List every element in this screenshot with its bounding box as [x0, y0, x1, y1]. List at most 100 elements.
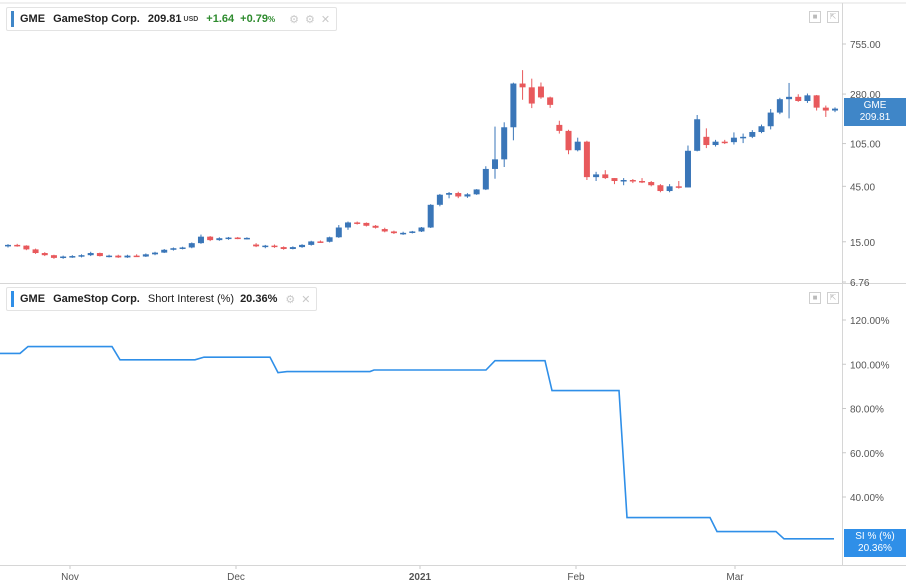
candle-body: [464, 194, 471, 197]
candle-body: [280, 247, 287, 249]
candle-body: [703, 136, 710, 146]
close-icon[interactable]: ✕: [301, 293, 311, 306]
price-legend: GME GameStop Corp. 209.81 USD +1.64 +0.7…: [6, 7, 338, 31]
candle-body: [804, 95, 811, 102]
legend-change-pct-sign: %: [267, 15, 276, 24]
candle-body: [593, 174, 600, 178]
candle-body: [418, 227, 425, 232]
candle-body: [684, 150, 691, 188]
close-icon[interactable]: ✕: [320, 13, 331, 26]
candle-body: [767, 112, 774, 127]
candle-body: [5, 244, 11, 247]
candle-body: [60, 256, 67, 259]
candle-body: [730, 137, 737, 143]
bell-icon[interactable]: ⚙: [289, 13, 299, 26]
candle-body: [574, 141, 581, 151]
candle-body: [501, 127, 508, 160]
candle-body: [179, 247, 186, 249]
x-tick-label: Dec: [227, 572, 245, 583]
candle-body: [832, 108, 838, 111]
candle-body: [712, 141, 719, 146]
expand-icon[interactable]: ⇱: [827, 292, 839, 304]
price-badge-value: 209.81: [859, 111, 891, 123]
collapse-icon[interactable]: ■: [809, 292, 821, 304]
candle-body: [243, 237, 250, 240]
candle-body: [583, 141, 590, 178]
legend-company-name: GameStop Corp.: [53, 13, 140, 25]
legend-change-pct-value: +0.79: [240, 13, 268, 25]
candle-body: [436, 194, 443, 205]
candle-body: [409, 231, 416, 233]
candle-body: [262, 245, 269, 248]
si-tick-label: 120.00%: [850, 316, 890, 327]
legend-company-name: GameStop Corp.: [53, 293, 140, 305]
candle-body: [528, 87, 535, 104]
candle-body: [152, 252, 159, 255]
expand-icon[interactable]: ⇱: [827, 11, 839, 23]
candle-body: [363, 222, 370, 226]
legend-indicator-name: Short Interest (%): [147, 293, 235, 305]
candle-body: [694, 119, 701, 151]
candle-body: [78, 255, 85, 257]
settings-icon[interactable]: ⚙: [285, 293, 296, 306]
settings-icon[interactable]: ⚙: [304, 13, 315, 26]
candle-body: [455, 193, 462, 197]
si-tick-label: 40.00%: [850, 493, 884, 504]
collapse-icon[interactable]: ■: [809, 11, 821, 23]
candle-body: [537, 86, 544, 98]
candle-body: [547, 97, 554, 105]
candle-body: [721, 141, 728, 144]
candle-body: [639, 181, 646, 183]
x-tick-label: Mar: [726, 572, 744, 583]
legend-symbol: GME: [20, 293, 46, 305]
legend-currency: USD: [183, 15, 199, 23]
legend-change-pct: +0.79%: [240, 13, 275, 25]
price-panel-controls: ■ ⇱: [809, 11, 839, 23]
candle-body: [740, 136, 747, 139]
candle-body: [335, 227, 342, 238]
legend-change: +1.64: [206, 13, 235, 25]
short-interest-legend: GME GameStop Corp. Short Interest (%) 20…: [6, 287, 318, 311]
candle-body: [648, 182, 655, 186]
candle-body: [326, 237, 333, 242]
si-panel-controls: ■ ⇱: [809, 292, 839, 304]
price-tick-label: 6.76: [850, 278, 870, 289]
candle-body: [133, 255, 140, 258]
candle-body: [50, 255, 57, 258]
price-tick-label: 45.00: [850, 182, 875, 193]
candle-body: [482, 168, 489, 190]
candle-body: [822, 107, 829, 111]
candle-body: [795, 96, 802, 102]
price-badge-symbol: GME: [863, 99, 887, 111]
legend-accent: [11, 291, 14, 307]
price-tick-label: 105.00: [850, 140, 881, 151]
legend-si-value: 20.36%: [240, 293, 278, 305]
x-tick-label: Feb: [567, 572, 585, 583]
si-tick-label: 80.00%: [850, 405, 884, 416]
candle-body: [234, 237, 241, 240]
candle-body: [87, 253, 94, 256]
si-tick-label: 60.00%: [850, 449, 884, 460]
candle-body: [749, 132, 756, 137]
candle-body: [197, 236, 204, 244]
si-tick-label: 100.00%: [850, 360, 890, 371]
candle-body: [427, 204, 434, 228]
candle-body: [354, 222, 361, 224]
candle-body: [188, 243, 195, 248]
candle-body: [207, 236, 214, 241]
candle-body: [308, 241, 315, 245]
candle-body: [675, 186, 682, 188]
candle-body: [41, 253, 48, 256]
candle-body: [69, 256, 76, 258]
candle-body: [666, 186, 673, 192]
candle-body: [776, 99, 783, 113]
candle-body: [299, 244, 306, 248]
candle-body: [510, 83, 517, 128]
candle-body: [142, 254, 149, 257]
candle-body: [602, 174, 609, 179]
candle-body: [786, 96, 793, 100]
candle-body: [14, 244, 21, 247]
candle-body: [611, 178, 618, 182]
candle-body: [32, 249, 39, 254]
candle-body: [813, 95, 820, 108]
